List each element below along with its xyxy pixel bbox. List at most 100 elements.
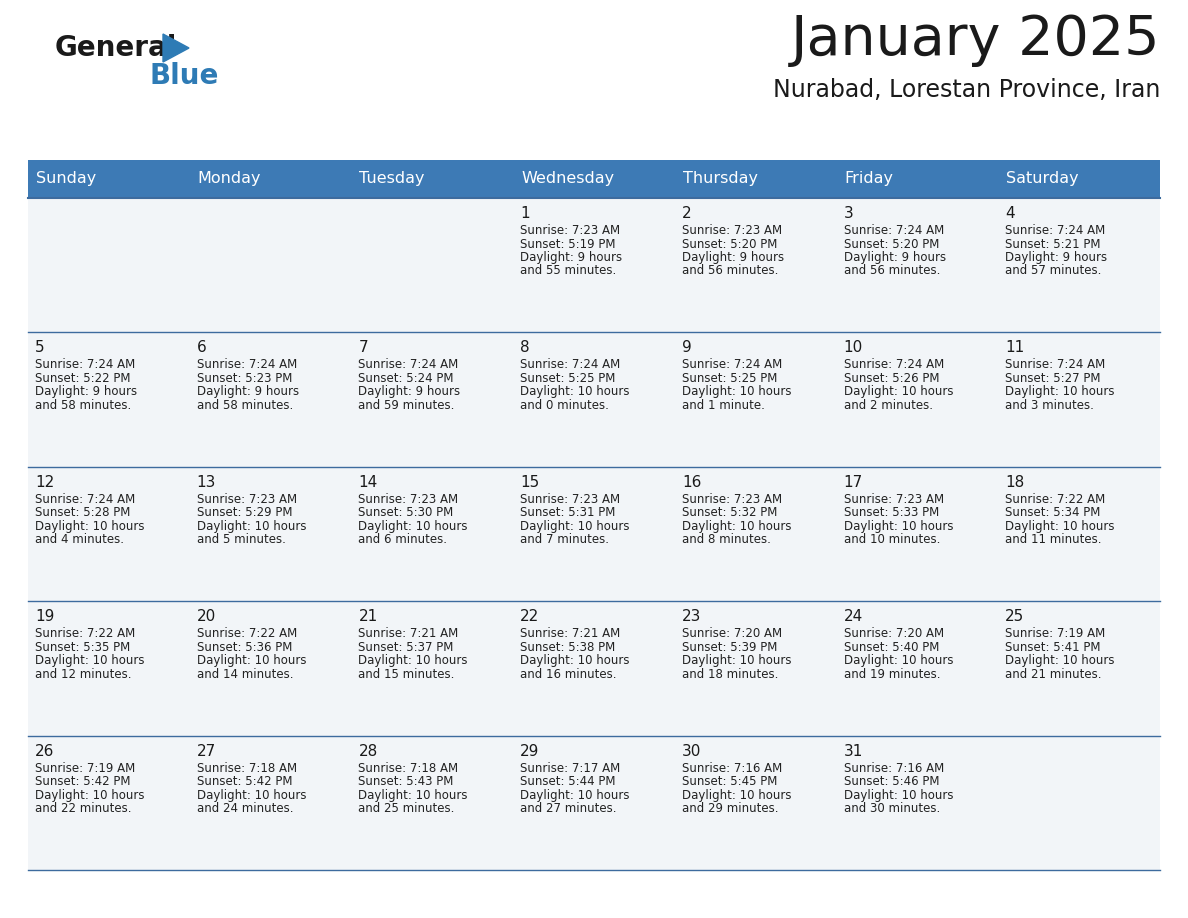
Text: Sunrise: 7:24 AM: Sunrise: 7:24 AM: [1005, 358, 1106, 372]
Text: Sunrise: 7:22 AM: Sunrise: 7:22 AM: [197, 627, 297, 640]
Text: and 8 minutes.: and 8 minutes.: [682, 533, 771, 546]
Text: and 12 minutes.: and 12 minutes.: [34, 667, 132, 681]
Text: Daylight: 10 hours: Daylight: 10 hours: [359, 789, 468, 801]
Text: Daylight: 10 hours: Daylight: 10 hours: [1005, 386, 1114, 398]
Text: 8: 8: [520, 341, 530, 355]
Text: Sunrise: 7:24 AM: Sunrise: 7:24 AM: [843, 358, 943, 372]
Text: Sunrise: 7:18 AM: Sunrise: 7:18 AM: [197, 762, 297, 775]
Text: 26: 26: [34, 744, 55, 758]
Text: Daylight: 10 hours: Daylight: 10 hours: [682, 520, 791, 532]
Text: 11: 11: [1005, 341, 1024, 355]
Bar: [836, 735, 998, 870]
Text: January 2025: January 2025: [790, 13, 1159, 67]
Bar: [190, 601, 352, 735]
Text: and 29 minutes.: and 29 minutes.: [682, 802, 778, 815]
Bar: [998, 601, 1159, 735]
Bar: [190, 466, 352, 601]
Bar: [352, 332, 513, 466]
Text: 4: 4: [1005, 206, 1015, 221]
Text: Sunrise: 7:22 AM: Sunrise: 7:22 AM: [1005, 493, 1106, 506]
Text: Daylight: 10 hours: Daylight: 10 hours: [197, 520, 307, 532]
Text: Thursday: Thursday: [683, 172, 758, 186]
Text: 1: 1: [520, 206, 530, 221]
Bar: [675, 601, 836, 735]
Text: Sunrise: 7:16 AM: Sunrise: 7:16 AM: [843, 762, 943, 775]
Text: Sunrise: 7:24 AM: Sunrise: 7:24 AM: [359, 358, 459, 372]
Bar: [513, 466, 675, 601]
Text: 29: 29: [520, 744, 539, 758]
Text: Monday: Monday: [197, 172, 261, 186]
Text: Daylight: 10 hours: Daylight: 10 hours: [359, 520, 468, 532]
Text: and 58 minutes.: and 58 minutes.: [197, 399, 293, 412]
Text: Tuesday: Tuesday: [360, 172, 425, 186]
Text: 30: 30: [682, 744, 701, 758]
Bar: [352, 466, 513, 601]
Text: Sunset: 5:19 PM: Sunset: 5:19 PM: [520, 238, 615, 251]
Text: 14: 14: [359, 475, 378, 490]
Text: and 14 minutes.: and 14 minutes.: [197, 667, 293, 681]
Text: Sunset: 5:25 PM: Sunset: 5:25 PM: [520, 372, 615, 385]
Text: Daylight: 9 hours: Daylight: 9 hours: [682, 251, 784, 264]
Text: Sunset: 5:22 PM: Sunset: 5:22 PM: [34, 372, 131, 385]
Text: Sunrise: 7:24 AM: Sunrise: 7:24 AM: [34, 358, 135, 372]
Text: 9: 9: [682, 341, 691, 355]
Bar: [29, 160, 1159, 198]
Bar: [998, 332, 1159, 466]
Text: Sunset: 5:34 PM: Sunset: 5:34 PM: [1005, 507, 1100, 520]
Text: Sunset: 5:27 PM: Sunset: 5:27 PM: [1005, 372, 1101, 385]
Bar: [352, 198, 513, 332]
Bar: [998, 198, 1159, 332]
Text: Sunrise: 7:22 AM: Sunrise: 7:22 AM: [34, 627, 135, 640]
Text: Sunset: 5:32 PM: Sunset: 5:32 PM: [682, 507, 777, 520]
Text: 18: 18: [1005, 475, 1024, 490]
Text: Sunrise: 7:24 AM: Sunrise: 7:24 AM: [682, 358, 782, 372]
Text: Nurabad, Lorestan Province, Iran: Nurabad, Lorestan Province, Iran: [772, 78, 1159, 102]
Text: and 10 minutes.: and 10 minutes.: [843, 533, 940, 546]
Text: and 56 minutes.: and 56 minutes.: [843, 264, 940, 277]
Text: 28: 28: [359, 744, 378, 758]
Text: Sunrise: 7:20 AM: Sunrise: 7:20 AM: [682, 627, 782, 640]
Text: Sunrise: 7:23 AM: Sunrise: 7:23 AM: [197, 493, 297, 506]
Text: 17: 17: [843, 475, 862, 490]
Text: Daylight: 10 hours: Daylight: 10 hours: [682, 386, 791, 398]
Bar: [29, 466, 190, 601]
Text: and 1 minute.: and 1 minute.: [682, 399, 765, 412]
Text: Sunset: 5:37 PM: Sunset: 5:37 PM: [359, 641, 454, 654]
Text: and 57 minutes.: and 57 minutes.: [1005, 264, 1101, 277]
Text: 31: 31: [843, 744, 862, 758]
Text: Daylight: 10 hours: Daylight: 10 hours: [843, 386, 953, 398]
Text: and 15 minutes.: and 15 minutes.: [359, 667, 455, 681]
Text: Saturday: Saturday: [1006, 172, 1079, 186]
Text: Daylight: 9 hours: Daylight: 9 hours: [520, 251, 623, 264]
Bar: [836, 332, 998, 466]
Text: Sunset: 5:30 PM: Sunset: 5:30 PM: [359, 507, 454, 520]
Text: Sunset: 5:46 PM: Sunset: 5:46 PM: [843, 775, 939, 788]
Text: 15: 15: [520, 475, 539, 490]
Text: 5: 5: [34, 341, 45, 355]
Bar: [513, 735, 675, 870]
Text: 19: 19: [34, 610, 55, 624]
Text: Daylight: 10 hours: Daylight: 10 hours: [359, 655, 468, 667]
Text: Sunset: 5:26 PM: Sunset: 5:26 PM: [843, 372, 939, 385]
Text: Sunrise: 7:21 AM: Sunrise: 7:21 AM: [359, 627, 459, 640]
Bar: [675, 198, 836, 332]
Text: Sunrise: 7:16 AM: Sunrise: 7:16 AM: [682, 762, 782, 775]
Text: and 25 minutes.: and 25 minutes.: [359, 802, 455, 815]
Text: 25: 25: [1005, 610, 1024, 624]
Text: Sunset: 5:43 PM: Sunset: 5:43 PM: [359, 775, 454, 788]
Text: and 4 minutes.: and 4 minutes.: [34, 533, 124, 546]
Text: and 2 minutes.: and 2 minutes.: [843, 399, 933, 412]
Text: Sunrise: 7:20 AM: Sunrise: 7:20 AM: [843, 627, 943, 640]
Text: Sunset: 5:20 PM: Sunset: 5:20 PM: [682, 238, 777, 251]
Text: Daylight: 9 hours: Daylight: 9 hours: [197, 386, 299, 398]
Text: and 59 minutes.: and 59 minutes.: [359, 399, 455, 412]
Text: Sunrise: 7:17 AM: Sunrise: 7:17 AM: [520, 762, 620, 775]
Bar: [190, 332, 352, 466]
Text: Sunset: 5:23 PM: Sunset: 5:23 PM: [197, 372, 292, 385]
Text: 20: 20: [197, 610, 216, 624]
Text: 2: 2: [682, 206, 691, 221]
Bar: [29, 332, 190, 466]
Text: Sunrise: 7:24 AM: Sunrise: 7:24 AM: [843, 224, 943, 237]
Bar: [190, 198, 352, 332]
Text: and 27 minutes.: and 27 minutes.: [520, 802, 617, 815]
